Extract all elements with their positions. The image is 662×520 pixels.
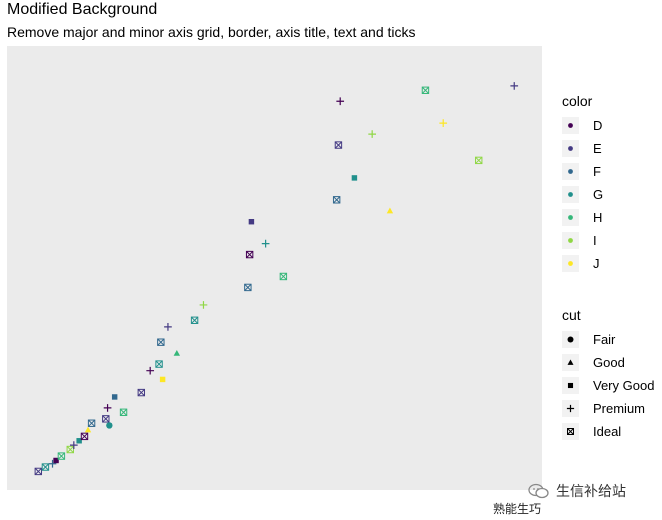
data-point-1 bbox=[41, 463, 50, 471]
color-legend-key bbox=[562, 209, 579, 226]
color-legend-key bbox=[562, 255, 579, 272]
data-point-35 bbox=[386, 207, 394, 214]
cut-legend-item-fair: Fair bbox=[562, 328, 654, 351]
data-point-32 bbox=[336, 97, 345, 106]
data-point-25 bbox=[244, 283, 252, 292]
data-point-38 bbox=[475, 156, 483, 165]
cut-legend-key bbox=[562, 400, 579, 417]
color-legend-label: E bbox=[593, 141, 602, 156]
data-point-29 bbox=[279, 272, 288, 281]
color-legend-label: I bbox=[593, 233, 597, 248]
watermark: 生信补给站 bbox=[528, 481, 626, 501]
scatter-plot bbox=[34, 82, 519, 476]
data-point-6 bbox=[69, 441, 78, 449]
data-point-18 bbox=[155, 360, 163, 368]
data-point-3 bbox=[53, 457, 59, 464]
cut-legend-key bbox=[562, 331, 579, 348]
color-legend-key bbox=[562, 140, 579, 157]
caption-text: 熟能生巧 bbox=[493, 502, 542, 516]
color-legend-label: G bbox=[593, 187, 604, 202]
data-point-17 bbox=[146, 366, 155, 375]
cut-legend-item-premium: Premium bbox=[562, 397, 654, 420]
watermark-text: 生信补给站 bbox=[556, 483, 626, 499]
chart-title: Modified Background bbox=[7, 1, 158, 18]
data-point-7 bbox=[76, 438, 82, 444]
color-legend-key bbox=[562, 163, 579, 180]
data-point-36 bbox=[421, 86, 430, 94]
data-point-12 bbox=[103, 404, 112, 412]
color-legend-label: D bbox=[593, 118, 603, 133]
cut-legend-key bbox=[562, 423, 579, 440]
data-point-28 bbox=[261, 239, 270, 248]
cut-legend-label: Good bbox=[593, 355, 625, 370]
data-point-22 bbox=[173, 349, 181, 356]
cut-legend-label: Very Good bbox=[593, 378, 655, 393]
data-point-23 bbox=[190, 316, 199, 324]
color-legend-title: color bbox=[562, 93, 593, 109]
color-legend-key bbox=[562, 117, 579, 134]
cut-legend-item-good: Good bbox=[562, 351, 654, 374]
data-point-13 bbox=[106, 422, 113, 429]
data-point-31 bbox=[334, 141, 343, 149]
color-legend-item-f: F bbox=[562, 160, 603, 183]
cut-legend-item-ideal: Ideal bbox=[562, 420, 654, 443]
data-point-34 bbox=[368, 130, 377, 138]
color-legend-item-e: E bbox=[562, 137, 603, 160]
plot-panel bbox=[7, 46, 542, 490]
color-legend-label: J bbox=[593, 256, 600, 271]
color-legend-item-g: G bbox=[562, 183, 603, 206]
data-point-20 bbox=[159, 376, 166, 383]
data-point-8 bbox=[80, 432, 89, 441]
wechat-icon bbox=[528, 483, 550, 499]
data-point-2 bbox=[48, 459, 57, 468]
cut-legend-label: Premium bbox=[593, 401, 646, 416]
data-point-11 bbox=[102, 415, 110, 423]
cut-legend-item-very-good: Very Good bbox=[562, 374, 654, 397]
data-point-26 bbox=[245, 250, 254, 259]
data-point-39 bbox=[510, 82, 519, 90]
data-point-0 bbox=[34, 467, 43, 476]
data-point-30 bbox=[332, 196, 341, 204]
color-legend-item-h: H bbox=[562, 206, 603, 229]
data-point-16 bbox=[137, 388, 146, 397]
data-point-4 bbox=[57, 452, 66, 460]
data-point-5 bbox=[66, 445, 74, 454]
data-point-24 bbox=[199, 301, 208, 309]
cut-legend-key bbox=[562, 377, 579, 394]
cut-legend-label: Fair bbox=[593, 332, 616, 347]
chart-subtitle: Remove major and minor axis grid, border… bbox=[7, 24, 416, 40]
cut-legend-title: cut bbox=[562, 307, 581, 323]
data-point-9 bbox=[84, 426, 92, 433]
data-point-15 bbox=[119, 408, 128, 416]
cut-legend-label: Ideal bbox=[593, 424, 622, 439]
color-legend-item-i: I bbox=[562, 229, 603, 252]
color-legend-item-d: D bbox=[562, 114, 603, 137]
data-point-33 bbox=[351, 175, 358, 181]
data-point-19 bbox=[157, 338, 165, 346]
cut-legend: cut Fair Good Very Good Premium Ideal bbox=[562, 307, 654, 443]
color-legend-label: F bbox=[593, 164, 601, 179]
color-legend-label: H bbox=[593, 210, 603, 225]
cut-legend-key bbox=[562, 354, 579, 371]
data-point-21 bbox=[164, 323, 172, 331]
data-point-37 bbox=[439, 119, 448, 127]
data-point-27 bbox=[248, 218, 255, 225]
color-legend-key bbox=[562, 232, 579, 249]
color-legend-item-j: J bbox=[562, 252, 603, 275]
color-legend-key bbox=[562, 186, 579, 203]
data-point-10 bbox=[87, 419, 96, 427]
data-point-14 bbox=[111, 394, 118, 400]
